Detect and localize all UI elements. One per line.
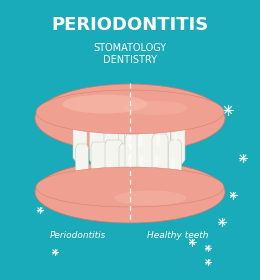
Ellipse shape <box>62 95 147 113</box>
Polygon shape <box>76 107 80 134</box>
Ellipse shape <box>36 90 224 134</box>
Polygon shape <box>153 120 171 170</box>
Polygon shape <box>127 121 132 146</box>
Polygon shape <box>157 121 160 145</box>
Polygon shape <box>79 167 82 189</box>
Polygon shape <box>73 106 87 162</box>
Polygon shape <box>171 120 185 164</box>
Polygon shape <box>119 106 135 160</box>
Ellipse shape <box>35 84 225 152</box>
Polygon shape <box>125 120 141 172</box>
Polygon shape <box>128 156 132 177</box>
Polygon shape <box>174 121 178 142</box>
Polygon shape <box>139 121 143 147</box>
Polygon shape <box>93 107 96 135</box>
Text: Healthy teeth: Healthy teeth <box>147 232 209 241</box>
Ellipse shape <box>36 167 224 207</box>
Polygon shape <box>137 132 155 178</box>
Ellipse shape <box>35 161 225 223</box>
Polygon shape <box>140 155 144 177</box>
Polygon shape <box>75 144 88 190</box>
Polygon shape <box>136 120 156 175</box>
Ellipse shape <box>122 101 187 115</box>
Polygon shape <box>89 106 107 164</box>
Polygon shape <box>122 167 126 189</box>
Polygon shape <box>104 106 124 166</box>
Polygon shape <box>121 107 126 133</box>
Polygon shape <box>172 159 176 177</box>
Polygon shape <box>125 134 141 178</box>
Polygon shape <box>152 134 168 178</box>
Text: STOMATOLOGY: STOMATOLOGY <box>93 43 167 53</box>
Polygon shape <box>168 140 181 178</box>
Text: Periodontitis: Periodontitis <box>50 232 106 241</box>
Polygon shape <box>108 165 112 189</box>
Polygon shape <box>91 142 107 190</box>
Text: PERIODONTITIS: PERIODONTITIS <box>51 16 209 34</box>
Polygon shape <box>155 156 159 177</box>
Polygon shape <box>119 144 135 190</box>
Polygon shape <box>107 107 111 136</box>
Polygon shape <box>105 140 123 190</box>
Ellipse shape <box>114 190 186 206</box>
Polygon shape <box>94 166 98 189</box>
Text: DENTISTRY: DENTISTRY <box>103 55 157 65</box>
